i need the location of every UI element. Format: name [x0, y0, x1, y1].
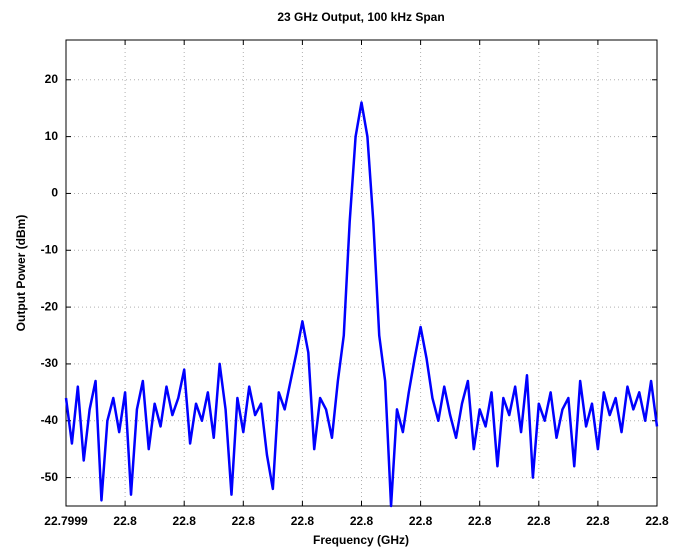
- x-axis-label: Frequency (GHz): [313, 533, 409, 547]
- x-tick-label: 22.8: [468, 514, 492, 528]
- y-tick-label: 10: [45, 129, 59, 143]
- y-tick-label: -30: [41, 356, 59, 370]
- y-axis-label: Output Power (dBm): [14, 215, 28, 332]
- data-line: [64, 101, 659, 508]
- x-tick-label: 22.8: [113, 514, 137, 528]
- y-tick-label: 0: [51, 186, 58, 200]
- x-tick-label: 22.8: [291, 514, 315, 528]
- x-tick-label: 22.7999: [44, 514, 88, 528]
- chart-title: 23 GHz Output, 100 kHz Span: [277, 10, 444, 24]
- x-tick-label: 22.8: [409, 514, 433, 528]
- x-tick-label: 22.8: [527, 514, 551, 528]
- x-tick-label: 22.8: [645, 514, 669, 528]
- x-tick-label: 22.8: [173, 514, 197, 528]
- x-tick-label: 22.8: [586, 514, 610, 528]
- y-tick-label: -20: [41, 299, 59, 313]
- y-tick-label: 20: [45, 72, 59, 86]
- x-tick-label: 22.8: [350, 514, 374, 528]
- y-tick-label: -50: [41, 470, 59, 484]
- x-tick-label: 22.8: [232, 514, 256, 528]
- y-tick-label: -40: [41, 413, 59, 427]
- y-tick-label: -10: [41, 242, 59, 256]
- plot-frame: [65, 39, 658, 507]
